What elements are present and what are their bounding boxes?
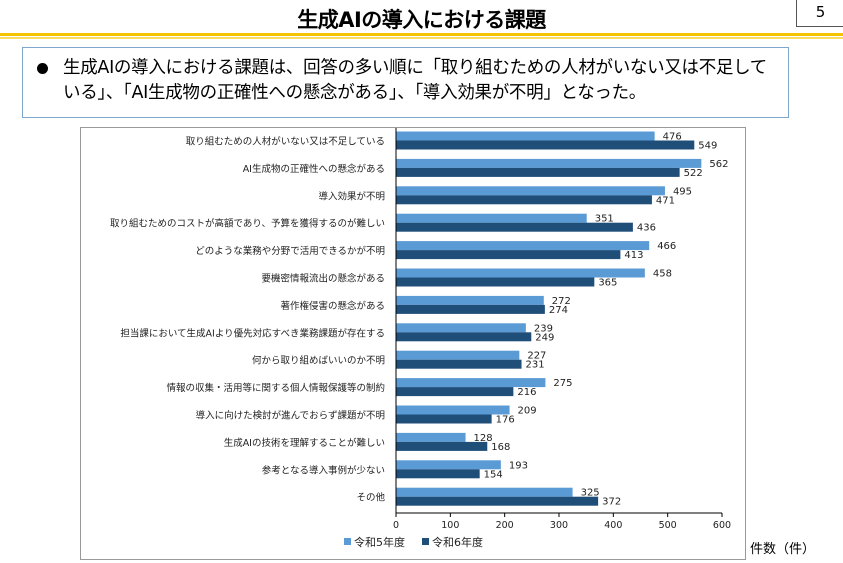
data-label: 476 [663,132,682,143]
data-label: 522 [684,168,703,179]
bar-r6 [396,167,680,177]
data-label: 413 [624,250,643,261]
x-tick-label: 100 [441,520,459,531]
bar-r6 [396,414,492,424]
bar-r5 [396,268,645,278]
category-label: 参考となる導入事例が少ない [262,464,385,476]
data-label: 209 [518,406,537,417]
category-label: AI生成物の正確性への懸念がある [243,163,385,175]
page-number: 5 [796,0,843,27]
x-axis-label: 件数（件） [750,542,816,557]
data-label: 549 [698,141,717,152]
bar-r6 [396,332,532,342]
bar-r6 [396,140,695,150]
data-label: 562 [709,159,728,170]
data-label: 128 [474,433,493,444]
x-tick-label: 0 [393,520,399,531]
legend-label: 令和6年度 [432,535,483,549]
category-label: その他 [356,492,385,504]
bar-r5 [396,158,702,168]
data-label: 365 [598,278,617,289]
bar-r6 [396,359,522,369]
category-label: 担当課において生成AIより優先対応すべき業務課題が存在する [120,327,385,339]
category-label: 取り組むための人材がいない又は不足している [186,136,385,148]
x-tick-label: 300 [550,520,568,531]
category-label: 生成AIの技術を理解することが難しい [224,437,385,449]
category-label: 何から取り組めばいいのか不明 [252,355,385,367]
bar-r6 [396,250,621,260]
legend-swatch [422,538,429,545]
bar-r5 [396,186,665,196]
bar-r6 [396,222,633,232]
data-label: 275 [553,378,572,389]
category-label: 導入に向けた検討が進んでおらず課題が不明 [196,410,385,422]
slide-title: 生成AIの導入における課題 [297,8,546,32]
data-label: 466 [657,241,676,252]
x-tick-label: 600 [713,520,731,531]
bar-r5 [396,487,573,497]
data-label: 176 [496,415,515,426]
category-label: どのような業務や分野で活用できるかが不明 [195,245,385,257]
data-label: 495 [673,186,692,197]
x-tick-label: 400 [604,520,622,531]
bar-r6 [396,304,545,314]
category-label: 著作権侵害の懸念がある [280,300,385,312]
bar-r6 [396,469,480,479]
data-label: 193 [509,460,528,471]
data-label: 436 [637,223,656,234]
data-label: 272 [552,296,571,307]
legend-label: 令和5年度 [354,535,405,549]
category-label: 導入効果が不明 [318,190,385,202]
summary-text: 生成AIの導入における課題は、回答の多い順に「取り組むための人材がいない又は不足… [63,58,768,103]
data-label: 216 [517,387,536,398]
category-label: 取り組むためのコストが高額であり、予算を獲得するのが難しい [110,218,385,230]
bar-r6 [396,441,488,451]
bar-r6 [396,277,595,287]
bar-r5 [396,295,544,305]
data-label: 239 [534,323,553,334]
bar-r5 [396,460,501,470]
data-label: 227 [527,351,546,362]
bar-r6 [396,387,514,397]
legend-swatch [344,538,351,545]
data-label: 168 [491,442,510,453]
title-divider-light [0,37,843,39]
category-label: 要機密情報流出の懸念がある [261,273,385,285]
bar-r5 [396,350,520,360]
data-label: 471 [656,195,675,206]
category-label: 情報の収集・活用等に関する個人情報保護等の制約 [166,382,385,394]
chart-frame [80,127,746,560]
bar-r6 [396,195,652,205]
data-label: 372 [602,497,621,508]
x-tick-label: 200 [496,520,514,531]
bar-r5 [396,213,587,223]
bar-r5 [396,323,526,333]
bar-r5 [396,131,655,141]
data-label: 154 [484,469,503,480]
title-divider [0,33,843,36]
data-label: 325 [581,488,600,499]
bar-r5 [396,432,466,442]
data-label: 231 [526,360,545,371]
data-label: 274 [549,305,568,316]
summary-box: 生成AIの導入における課題は、回答の多い順に「取り組むための人材がいない又は不足… [22,47,789,118]
data-label: 249 [535,332,554,343]
bar-r5 [396,378,546,388]
x-tick-label: 500 [659,520,677,531]
bar-r6 [396,496,599,506]
bar-r5 [396,405,510,415]
bar-r5 [396,241,650,251]
data-label: 351 [595,214,614,225]
data-label: 458 [653,269,672,280]
bullet-icon [37,63,48,74]
